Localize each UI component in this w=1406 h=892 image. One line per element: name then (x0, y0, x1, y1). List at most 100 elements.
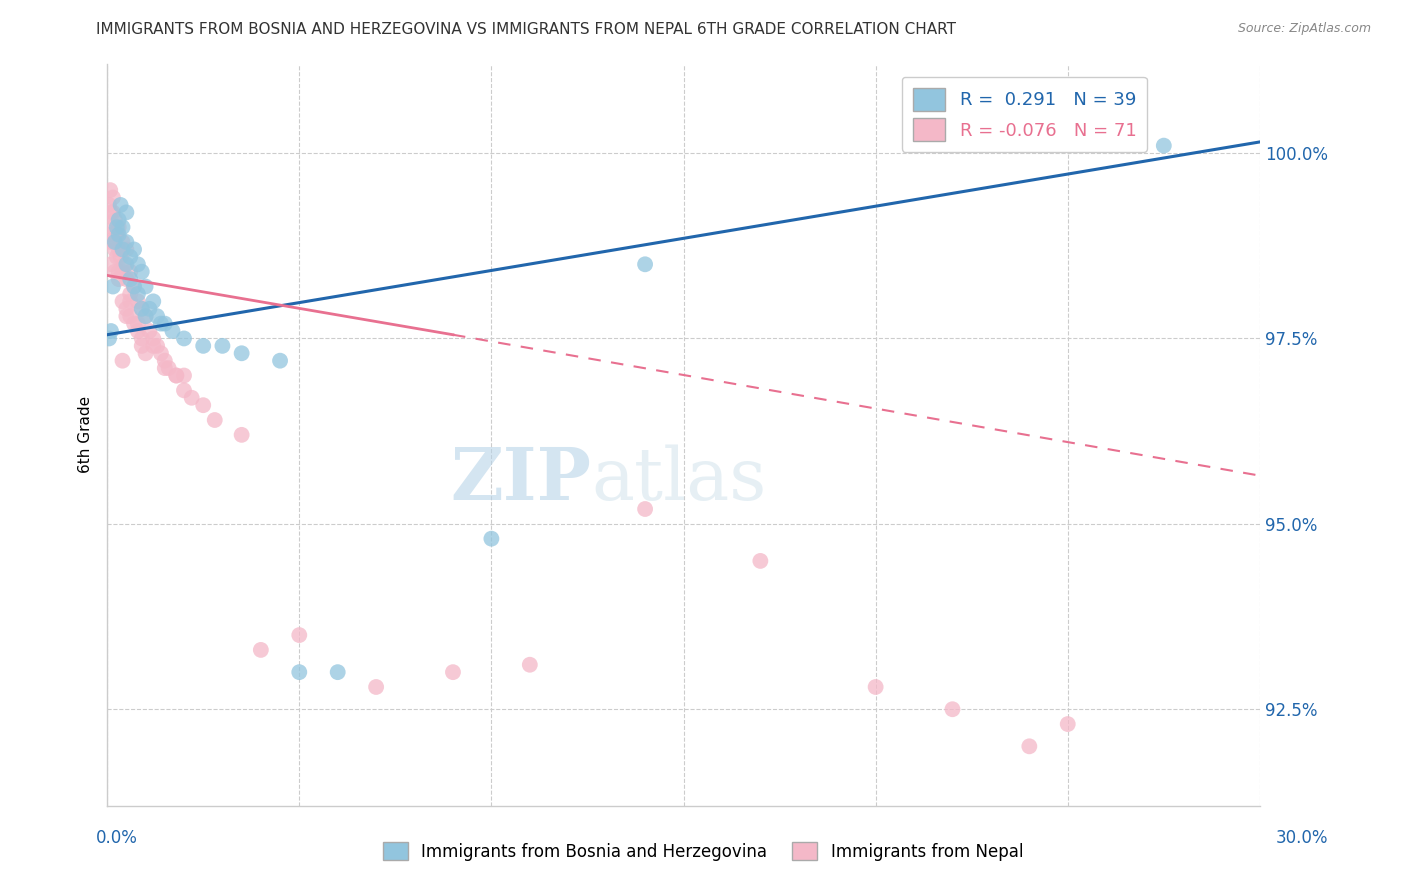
Point (193, 398, 215, 412)
Point (127, 294, 149, 309)
Point (120, 265, 142, 279)
Point (138, 301, 160, 316)
Text: atlas: atlas (592, 444, 766, 515)
Point (288, 665, 311, 680)
Point (127, 317, 149, 331)
Point (122, 279, 145, 293)
Point (115, 205, 138, 219)
Point (479, 532, 502, 546)
Point (104, 235, 127, 249)
Point (101, 190, 124, 204)
Point (104, 265, 127, 279)
Point (153, 353, 176, 368)
Text: Source: ZipAtlas.com: Source: ZipAtlas.com (1237, 22, 1371, 36)
Point (288, 628, 311, 642)
Point (135, 309, 157, 323)
Point (326, 665, 349, 680)
Point (135, 279, 157, 293)
Point (101, 235, 124, 249)
Point (142, 331, 165, 345)
Point (100, 220, 122, 235)
Point (131, 265, 153, 279)
Point (107, 272, 129, 286)
Point (204, 413, 226, 427)
Point (98, 183, 121, 197)
Point (173, 384, 195, 398)
Point (149, 346, 172, 360)
Point (107, 265, 129, 279)
Point (98, 198, 121, 212)
Point (101, 279, 124, 293)
Point (149, 317, 172, 331)
Point (634, 502, 657, 516)
Point (100, 235, 122, 249)
Point (941, 702, 963, 716)
Point (231, 346, 253, 360)
Point (105, 227, 128, 242)
Point (142, 339, 165, 353)
Point (115, 243, 138, 257)
Text: IMMIGRANTS FROM BOSNIA AND HERZEGOVINA VS IMMIGRANTS FROM NEPAL 6TH GRADE CORREL: IMMIGRANTS FROM BOSNIA AND HERZEGOVINA V… (96, 22, 956, 37)
Point (101, 205, 124, 219)
Point (135, 346, 157, 360)
Point (110, 250, 132, 264)
Point (138, 324, 160, 338)
Point (127, 257, 149, 271)
Point (173, 331, 195, 345)
Point (107, 212, 129, 227)
Point (111, 265, 134, 279)
Legend: R =  0.291   N = 39, R = -0.076   N = 71: R = 0.291 N = 39, R = -0.076 N = 71 (901, 77, 1147, 153)
Point (105, 220, 128, 235)
Point (100, 205, 122, 219)
Point (122, 243, 145, 257)
Point (131, 301, 153, 316)
Point (173, 368, 195, 383)
Point (115, 257, 138, 271)
Text: 30.0%: 30.0% (1277, 829, 1329, 847)
Point (111, 353, 134, 368)
Point (749, 554, 772, 568)
Point (107, 220, 129, 235)
Point (153, 317, 176, 331)
Point (120, 294, 142, 309)
Point (180, 391, 202, 405)
Point (120, 272, 142, 286)
Point (115, 235, 138, 249)
Point (104, 212, 127, 227)
Point (1018, 739, 1040, 754)
Point (120, 250, 142, 264)
Point (98, 331, 121, 345)
Point (162, 324, 184, 338)
Point (111, 294, 134, 309)
Point (231, 428, 253, 442)
Point (115, 301, 138, 316)
Point (519, 657, 541, 672)
Point (107, 243, 129, 257)
Point (441, 665, 464, 680)
Point (111, 235, 134, 249)
Point (131, 339, 153, 353)
Point (115, 272, 138, 286)
Point (110, 198, 132, 212)
Point (250, 643, 273, 657)
Point (193, 339, 215, 353)
Point (111, 220, 134, 235)
Point (105, 227, 128, 242)
Point (115, 309, 138, 323)
Point (146, 339, 169, 353)
Point (100, 324, 122, 338)
Point (127, 287, 149, 301)
Point (120, 309, 142, 323)
Point (105, 250, 128, 264)
Point (634, 257, 657, 271)
Point (127, 324, 149, 338)
Point (157, 361, 180, 376)
Point (100, 257, 122, 271)
Point (114, 257, 136, 271)
Point (1153, 138, 1175, 153)
Point (165, 368, 187, 383)
Point (153, 361, 176, 376)
Text: 0.0%: 0.0% (96, 829, 138, 847)
Point (1056, 717, 1078, 731)
Point (120, 287, 142, 301)
